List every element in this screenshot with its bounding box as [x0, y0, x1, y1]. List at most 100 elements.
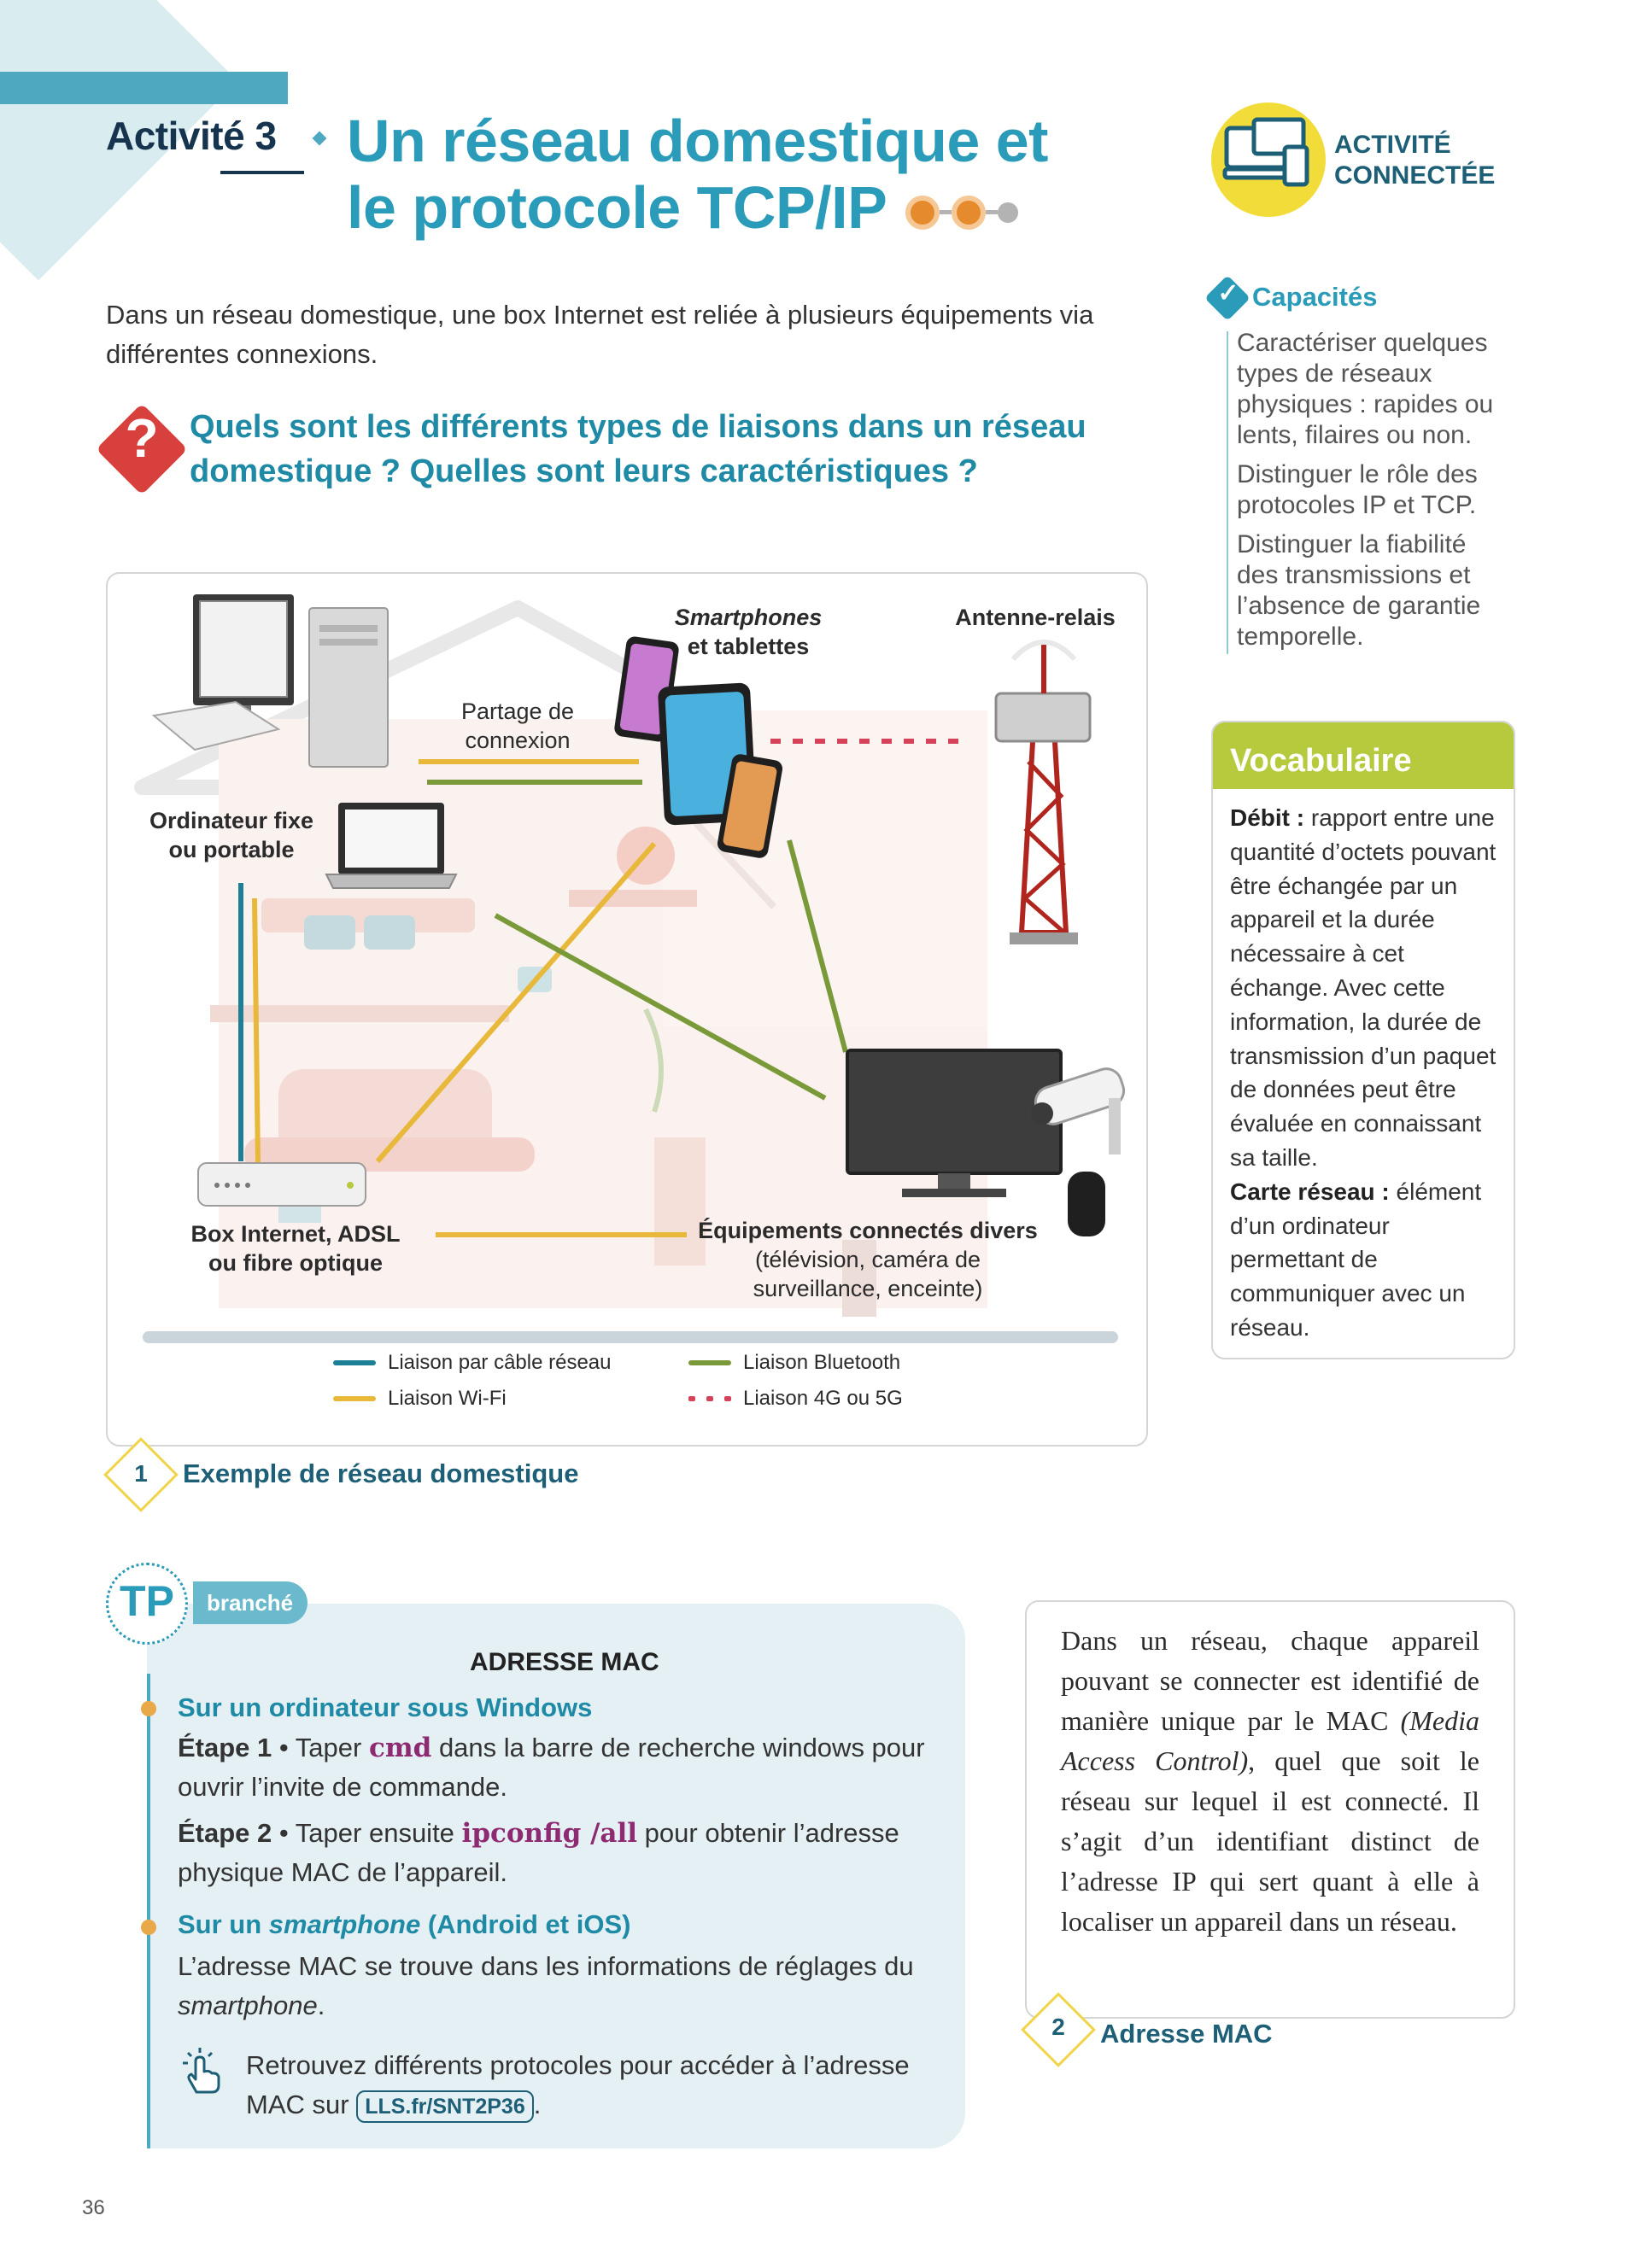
- tp-smartphone-text-b: .: [317, 1990, 325, 2020]
- doc2-number: 2: [1051, 2014, 1065, 2040]
- tp-step1-code: cmd: [368, 1733, 432, 1763]
- label-box-line1: Box Internet, ADSL: [190, 1221, 401, 1247]
- vocab-definition: rapport entre une quantité d’octets pouv…: [1230, 804, 1496, 1171]
- check-icon-mark: ✓: [1217, 279, 1239, 307]
- header-bar: [0, 72, 288, 104]
- legend-label: Liaison Bluetooth: [743, 1351, 901, 1374]
- tp-link-text-a: Retrouvez différents protocoles pour acc…: [246, 2050, 910, 2119]
- vocabulary-title: Vocabulaire: [1213, 722, 1514, 789]
- mac-address-doc: Dans un réseau, chaque appareil pouvant …: [1025, 1600, 1515, 2019]
- label-antenne: Antenne-relais: [955, 605, 1116, 630]
- legend-label: Liaison 4G ou 5G: [743, 1387, 903, 1410]
- doc2-text-b: , quel que soit le réseau sur lequel il …: [1061, 1745, 1480, 1937]
- tp-smartphone-title: Sur un smartphone (Android et iOS): [178, 1909, 630, 1940]
- difficulty-link: [940, 210, 952, 215]
- desktop-computer-icon: [151, 594, 389, 768]
- tp-link-paragraph: Retrouvez différents protocoles pour acc…: [246, 2046, 946, 2125]
- difficulty-indicator: [905, 195, 1019, 230]
- title-line-2-text: le protocole TCP/IP: [347, 174, 887, 241]
- tp-smartphone-title-b: (Android et iOS): [420, 1909, 631, 1939]
- devices-icon: [1222, 117, 1309, 187]
- connected-activity-label: ACTIVITÉ CONNECTÉE: [1334, 130, 1495, 191]
- tp-step1-text-b: dans la barre de recherche windows pour …: [178, 1733, 925, 1802]
- tp-link-text-b: .: [533, 2090, 542, 2119]
- antenna-relay-icon: [994, 640, 1092, 944]
- label-smartphones-line1: Smartphones: [674, 605, 823, 630]
- tp-step2-text-b: pour obtenir l’adresse physique MAC de l…: [178, 1818, 899, 1887]
- page-number: 36: [82, 2196, 105, 2219]
- tp-badge: [106, 1563, 188, 1645]
- tp-heading: ADRESSE MAC: [470, 1648, 659, 1676]
- tp-step1-label: Étape 1: [178, 1733, 272, 1762]
- label-equipements-line1: Équipements connectés divers: [698, 1218, 1038, 1243]
- legend-swatch-bluetooth: [688, 1360, 731, 1365]
- difficulty-link: [986, 210, 999, 215]
- tp-tag: branché: [193, 1581, 308, 1624]
- capacite-item: Caractériser quelques types de réseaux p…: [1237, 329, 1494, 449]
- tp-smartphone-text-em: smartphone: [178, 1990, 318, 2020]
- label-equipements-line2: (télévision, caméra de: [754, 1247, 981, 1272]
- label-equipements: Équipements connectés divers (télévision…: [671, 1216, 1064, 1303]
- activity-underline: [220, 171, 304, 174]
- activity-dot: [312, 131, 327, 146]
- connected-label-line1: ACTIVITÉ: [1334, 131, 1451, 159]
- tp-smartphone-text: L’adresse MAC se trouve dans les informa…: [178, 1947, 964, 2025]
- capacites-list: Caractériser quelques types de réseaux p…: [1237, 328, 1510, 661]
- tp-step2-label: Étape 2: [178, 1818, 272, 1848]
- tp-smartphone-title-em: smartphone: [268, 1909, 421, 1939]
- legend-label: Liaison par câble réseau: [388, 1351, 612, 1374]
- difficulty-dot-off: [998, 202, 1019, 223]
- tp-step2-text-a: • Taper ensuite: [272, 1818, 462, 1848]
- lls-link[interactable]: LLS.fr/SNT2P36: [356, 2090, 534, 2123]
- page-title: Un réseau domestique et le protocole TCP…: [347, 108, 1048, 241]
- vocabulary-body: Débit : rapport entre une quantité d’oct…: [1213, 789, 1514, 1357]
- question-mark-glyph: ?: [125, 407, 159, 469]
- label-ordinateur-line1: Ordinateur fixe: [149, 808, 314, 833]
- vocab-term: Carte réseau :: [1230, 1178, 1390, 1205]
- capacite-item: Distinguer la fiabilité des transmission…: [1237, 530, 1481, 651]
- legend-label: Liaison Wi-Fi: [388, 1387, 507, 1410]
- connected-devices-icon: [846, 1049, 1126, 1236]
- difficulty-dot-on: [952, 195, 987, 230]
- tp-step1: Étape 1 • Taper cmd dans la barre de rec…: [178, 1728, 964, 1807]
- label-equipements-line3: surveillance, enceinte): [753, 1276, 983, 1301]
- label-smartphones-line2: et tablettes: [687, 634, 810, 659]
- legend-cable: Liaison par câble réseau: [333, 1351, 612, 1375]
- smartphones-tablets-icon: [614, 636, 783, 858]
- title-line-2: le protocole TCP/IP: [347, 174, 1048, 241]
- capacite-item: Distinguer le rôle des protocoles IP et …: [1237, 460, 1478, 519]
- laptop-icon: [325, 803, 458, 889]
- label-box: Box Internet, ADSL ou fibre optique: [159, 1219, 432, 1277]
- connected-activity-badge: [1211, 102, 1326, 217]
- tp-smartphone-text-a: L’adresse MAC se trouve dans les informa…: [178, 1951, 914, 1981]
- vocabulary-box: Vocabulaire Débit : rapport entre une qu…: [1211, 721, 1515, 1359]
- label-ordinateur-line2: ou portable: [168, 837, 295, 862]
- vocab-term: Débit :: [1230, 804, 1305, 831]
- tp-step1-text-a: • Taper: [272, 1733, 369, 1762]
- tp-step2-code: ipconfig /all: [461, 1818, 638, 1849]
- label-partage-line1: Partage de: [460, 699, 575, 724]
- label-smartphones: Smartphones et tablettes: [654, 603, 842, 661]
- legend-4g5g: Liaison 4G ou 5G: [688, 1387, 903, 1411]
- doc1-caption: Exemple de réseau domestique: [183, 1458, 579, 1488]
- connected-label-line2: CONNECTÉE: [1334, 161, 1496, 190]
- tp-step2: Étape 2 • Taper ensuite ipconfig /all po…: [178, 1814, 964, 1892]
- internet-box-icon: [197, 1162, 366, 1207]
- intro-paragraph: Dans un réseau domestique, une box Inter…: [106, 300, 1094, 369]
- diagram-illustration: [134, 594, 1126, 1343]
- tp-badge-text: TP: [120, 1577, 174, 1625]
- vocab-definition: élément d’un ordinateur permettant de co…: [1230, 1178, 1482, 1341]
- tp-windows-title: Sur un ordinateur sous Windows: [178, 1692, 593, 1722]
- label-box-line2: ou fibre optique: [208, 1250, 383, 1276]
- legend-swatch-wifi: [333, 1396, 376, 1401]
- hand-click-icon-svg: [183, 2048, 220, 2094]
- home-network-diagram: Ordinateur fixe ou portable Partage de c…: [106, 572, 1148, 1447]
- doc2-caption: Adresse MAC: [1100, 2019, 1273, 2049]
- doc2-text-a: Dans un réseau, chaque appareil pouvant …: [1061, 1625, 1479, 1736]
- activity-label: Activité 3: [106, 114, 277, 158]
- legend-bluetooth: Liaison Bluetooth: [688, 1351, 900, 1375]
- tp-box: [147, 1604, 965, 2148]
- doc1-number: 1: [134, 1460, 148, 1487]
- tp-bullet: [141, 1701, 156, 1716]
- title-line-1: Un réseau domestique et: [347, 108, 1048, 174]
